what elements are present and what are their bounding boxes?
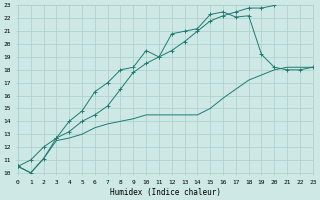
X-axis label: Humidex (Indice chaleur): Humidex (Indice chaleur) xyxy=(110,188,221,197)
